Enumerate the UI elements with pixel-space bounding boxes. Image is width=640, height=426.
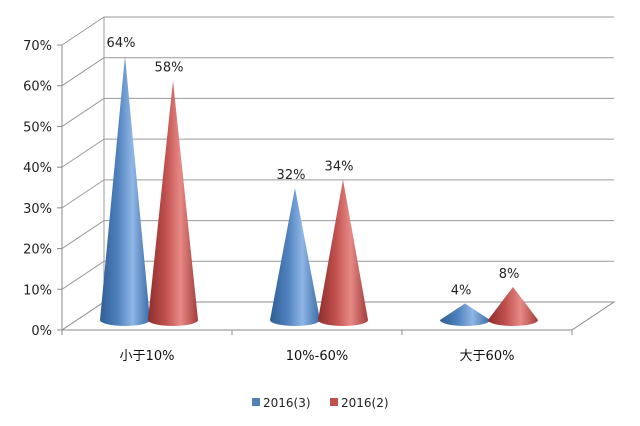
- cone-2016(2)-10%-60%: [318, 179, 368, 326]
- gridline-depth: [61, 260, 105, 290]
- data-label: 32%: [277, 168, 306, 183]
- gridline-depth: [61, 57, 105, 87]
- chart-marks: [100, 55, 538, 327]
- cone-2016(2)-小于10%: [148, 80, 198, 326]
- chart-labels: 小于10% 10%-60% 大于60% 64% 58% 32% 34% 4% 8%: [107, 36, 520, 364]
- gridline-depth: [61, 301, 105, 331]
- gridline-depth: [61, 220, 105, 249]
- y-tick-label: 50%: [23, 120, 52, 135]
- legend-label: 2016(3): [263, 396, 311, 410]
- legend-label: 2016(2): [341, 396, 389, 410]
- y-tick-label: 20%: [23, 243, 52, 258]
- gridline-depth: [61, 98, 105, 127]
- cone-2016(3)-小于10%: [100, 55, 150, 327]
- gridline-depth: [61, 16, 105, 46]
- data-label: 8%: [499, 267, 520, 282]
- y-tick-label: 30%: [23, 202, 52, 217]
- gridline-depth: [61, 179, 105, 209]
- y-tick-label: 70%: [23, 39, 52, 54]
- y-tick-label: 10%: [23, 283, 52, 298]
- data-label: 64%: [107, 36, 136, 51]
- chart-axes: 0% 10% 20% 30% 40% 50% 60% 70%: [23, 16, 616, 339]
- y-tick-label: 40%: [23, 161, 52, 176]
- legend-swatch: [330, 398, 338, 406]
- x-tick-label: 10%-60%: [286, 349, 348, 364]
- y-tick-label: 60%: [23, 80, 52, 95]
- data-label: 4%: [451, 283, 472, 298]
- x-tick-label: 小于10%: [120, 349, 175, 364]
- chart-legend: 2016(3) 2016(2): [252, 396, 389, 410]
- x-tick-label: 大于60%: [460, 349, 515, 364]
- legend-swatch: [252, 398, 260, 406]
- gridline-depth: [61, 138, 105, 168]
- data-label: 34%: [325, 160, 354, 175]
- y-tick-label: 0%: [31, 324, 52, 339]
- cone-2016(3)-大于60%: [440, 303, 490, 326]
- cone-2016(3)-10%-60%: [270, 187, 320, 326]
- data-label: 58%: [155, 61, 184, 76]
- cone-2016(2)-大于60%: [488, 286, 538, 326]
